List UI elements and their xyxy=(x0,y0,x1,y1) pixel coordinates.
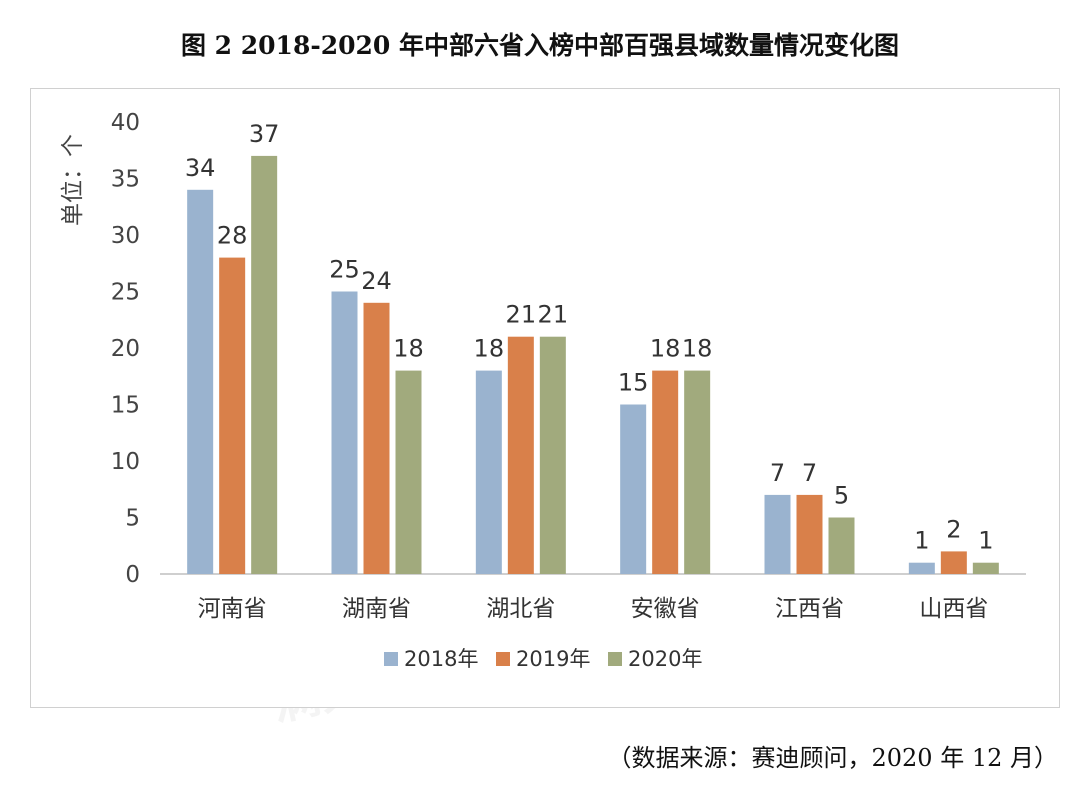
data-label: 28 xyxy=(217,222,248,250)
data-label: 18 xyxy=(650,335,681,363)
bar-2018年 xyxy=(764,494,791,574)
y-tick-label: 35 xyxy=(111,167,140,193)
chart-title: 图 2 2018-2020 年中部六省入榜中部百强县域数量情况变化图 xyxy=(180,31,900,60)
data-label: 1 xyxy=(978,527,993,555)
bar-2020年 xyxy=(972,562,999,574)
bar-2020年 xyxy=(828,517,855,574)
y-tick-label: 25 xyxy=(111,280,140,306)
data-label: 25 xyxy=(329,256,360,284)
bar-2018年 xyxy=(187,189,214,575)
data-label: 24 xyxy=(361,267,392,295)
data-label: 1 xyxy=(914,527,929,555)
y-tick-label: 40 xyxy=(111,110,140,136)
data-label: 7 xyxy=(770,459,785,487)
data-label: 21 xyxy=(506,301,537,329)
bar-2019年 xyxy=(219,257,246,574)
category-label: 湖北省 xyxy=(486,596,555,622)
y-tick-label: 20 xyxy=(111,336,140,362)
data-label: 2 xyxy=(946,515,961,543)
legend-swatch xyxy=(496,652,510,666)
legend-label: 2018年 xyxy=(404,647,478,671)
data-source-note: （数据来源：赛迪顾问，2020 年 12 月） xyxy=(607,744,1058,772)
category-label: 河南省 xyxy=(198,596,267,622)
bar-2018年 xyxy=(908,562,935,574)
category-label: 江西省 xyxy=(775,596,844,622)
legend-swatch xyxy=(384,652,398,666)
data-label: 21 xyxy=(538,301,569,329)
data-label: 7 xyxy=(802,459,817,487)
data-label: 15 xyxy=(618,369,649,397)
bar-2019年 xyxy=(796,494,823,574)
y-tick-label: 5 xyxy=(125,506,140,532)
bar-2020年 xyxy=(395,370,422,574)
bar-2019年 xyxy=(363,302,390,574)
y-axis-label: 单位：个 xyxy=(60,134,86,226)
bar-2020年 xyxy=(539,336,566,574)
y-tick-label: 15 xyxy=(111,393,140,419)
bar-2019年 xyxy=(940,551,967,574)
category-label: 湖南省 xyxy=(342,596,411,622)
bar-2019年 xyxy=(507,336,534,574)
bar-2018年 xyxy=(475,370,502,574)
data-label: 37 xyxy=(249,120,280,148)
y-tick-label: 0 xyxy=(125,562,140,588)
y-tick-label: 30 xyxy=(111,223,140,249)
category-label: 山西省 xyxy=(919,596,988,622)
y-tick-label: 10 xyxy=(111,449,140,475)
data-label: 18 xyxy=(474,335,505,363)
legend-swatch xyxy=(608,652,622,666)
data-label: 34 xyxy=(185,154,216,182)
data-label: 5 xyxy=(834,482,849,510)
data-label: 18 xyxy=(393,335,424,363)
bar-2018年 xyxy=(620,404,647,574)
bar-2020年 xyxy=(684,370,711,574)
bar-2020年 xyxy=(251,155,278,574)
data-label: 18 xyxy=(682,335,713,363)
bar-2019年 xyxy=(652,370,679,574)
legend-label: 2019年 xyxy=(516,647,590,671)
bar-2018年 xyxy=(331,291,358,574)
legend-label: 2020年 xyxy=(628,647,702,671)
category-label: 安徽省 xyxy=(631,596,700,622)
